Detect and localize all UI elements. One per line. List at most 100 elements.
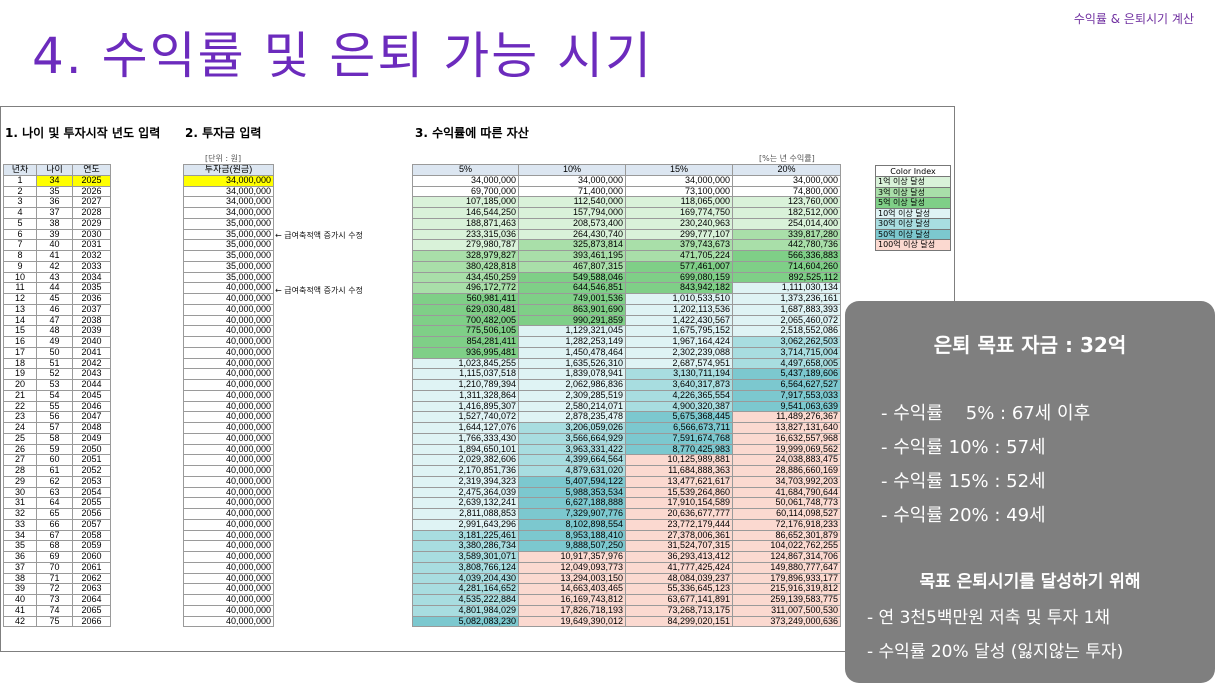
cell-asset-rate-20: 4,497,658,005 xyxy=(732,357,841,370)
cell-year: 2065 xyxy=(72,604,111,617)
header-rate-5: 5% xyxy=(412,164,519,176)
cell-year-no: 10 xyxy=(3,271,37,284)
table-row: 13 46 2037 xyxy=(3,303,111,316)
cell-asset-rate-20: 1,687,883,393 xyxy=(732,303,841,316)
cell-asset-rate-20: 182,512,000 xyxy=(732,207,841,219)
table-row: 15 48 2039 xyxy=(3,325,111,337)
table-row: 20 53 2044 xyxy=(3,379,111,391)
cell-asset-rate-15: 699,080,159 xyxy=(625,271,733,284)
cell-year: 2041 xyxy=(72,346,111,359)
invest-table: 투자금(원금) 34,000,000 34,000,000 34,000,000 34… xyxy=(183,164,274,628)
table-row: 34,000,000 xyxy=(183,174,274,187)
cell-age: 42 xyxy=(36,260,73,273)
table-row: 40,000,000 xyxy=(183,540,274,552)
cell-asset-rate-15: 843,942,182 xyxy=(625,282,733,294)
cell-age: 62 xyxy=(36,475,73,488)
cell-asset-rate-10: 34,000,000 xyxy=(518,174,626,187)
cell-year-no: 33 xyxy=(3,518,37,531)
table-row: 40,000,000 xyxy=(183,422,274,434)
cell-invest: 40,000,000 xyxy=(183,465,274,477)
cell-asset-rate-10: 4,399,664,564 xyxy=(518,454,626,466)
table-row: 40,000,000 xyxy=(183,529,274,542)
cell-asset-rate-5: 188,871,463 xyxy=(412,217,519,230)
cell-asset-rate-15: 1,010,533,510 xyxy=(625,293,733,305)
cell-asset-rate-20: 3,062,262,503 xyxy=(732,336,841,348)
panel-bullet: - 연 3천5백만원 저축 및 투자 1채 xyxy=(867,608,1111,628)
cell-asset-rate-15: 1,422,430,567 xyxy=(625,314,733,327)
cell-asset-rate-10: 1,839,078,941 xyxy=(518,368,626,380)
table-row: 40,000,000 xyxy=(183,572,274,585)
cell-invest: 35,000,000 xyxy=(183,250,274,262)
cell-asset-rate-5: 854,281,411 xyxy=(412,336,519,348)
table-row: 34,000,000 xyxy=(183,196,274,208)
cell-year: 2033 xyxy=(72,260,111,273)
cell-age: 65 xyxy=(36,508,73,520)
header-invest: 투자금(원금) xyxy=(183,164,274,176)
cell-year: 2066 xyxy=(72,615,111,628)
color-index-legend: Color Index 1억 이상 달성 3억 이상 달성 5억 이상 달성 10억 … xyxy=(875,165,951,251)
cell-asset-rate-20: 13,827,131,640 xyxy=(732,422,841,434)
cell-asset-rate-5: 2,811,088,853 xyxy=(412,508,519,520)
section1-title: 1. 나이 및 투자시작 년도 입력 xyxy=(5,126,161,140)
table-row: 107,185,000 112,540,000 118,065,000 123,760… xyxy=(412,196,841,208)
cell-year-no: 34 xyxy=(3,529,37,542)
cell-year: 2046 xyxy=(72,400,111,413)
cell-age: 44 xyxy=(36,282,73,294)
cell-asset-rate-10: 749,001,536 xyxy=(518,293,626,305)
cell-asset-rate-5: 560,981,411 xyxy=(412,293,519,305)
table-row: 34,000,000 xyxy=(183,185,274,198)
cell-age: 53 xyxy=(36,379,73,391)
cell-year: 2049 xyxy=(72,432,111,445)
cell-asset-rate-15: 1,675,795,152 xyxy=(625,325,733,337)
cell-year-no: 24 xyxy=(3,422,37,434)
cell-asset-rate-15: 1,202,113,536 xyxy=(625,303,733,316)
cell-asset-rate-20: 50,061,748,773 xyxy=(732,497,841,509)
table-row: 2,811,088,853 7,329,907,776 20,636,677,777… xyxy=(412,508,841,520)
table-row: 40,000,000 xyxy=(183,293,274,305)
table-row: 17 50 2041 xyxy=(3,346,111,359)
cell-asset-rate-15: 4,900,320,387 xyxy=(625,400,733,413)
cell-year: 2053 xyxy=(72,475,111,488)
cell-asset-rate-10: 2,062,986,836 xyxy=(518,379,626,391)
cell-age: 55 xyxy=(36,400,73,413)
table-row: 40,000,000 xyxy=(183,594,274,606)
cell-asset-rate-15: 11,684,888,363 xyxy=(625,465,733,477)
table-row: 936,995,481 1,450,478,464 2,302,239,088 3,7… xyxy=(412,346,841,359)
cell-year: 2043 xyxy=(72,368,111,380)
table-row: 434,450,259 549,588,046 699,080,159 892,525… xyxy=(412,271,841,284)
header-rate-20: 20% xyxy=(732,164,841,176)
table-row: 35,000,000 xyxy=(183,217,274,230)
table-row: 40,000,000 xyxy=(183,583,274,595)
cell-asset-rate-5: 496,172,772 xyxy=(412,282,519,294)
cell-asset-rate-20: 215,916,319,812 xyxy=(732,583,841,595)
table-row: 1,766,333,430 3,566,664,929 7,591,674,768 1… xyxy=(412,432,841,445)
cell-asset-rate-5: 2,170,851,736 xyxy=(412,465,519,477)
table-row: 40,000,000 xyxy=(183,336,274,348)
cell-asset-rate-20: 86,652,301,879 xyxy=(732,529,841,542)
cell-asset-rate-5: 3,181,225,461 xyxy=(412,529,519,542)
cell-asset-rate-15: 20,636,677,777 xyxy=(625,508,733,520)
cell-asset-rate-15: 169,774,750 xyxy=(625,207,733,219)
table-row: 40,000,000 xyxy=(183,303,274,316)
cell-year: 2030 xyxy=(72,228,111,241)
cell-asset-rate-10: 8,953,188,410 xyxy=(518,529,626,542)
cell-asset-rate-10: 1,450,478,464 xyxy=(518,346,626,359)
table-row: 30 63 2054 xyxy=(3,486,111,499)
table-row: 27 60 2051 xyxy=(3,454,111,466)
cell-asset-rate-15: 379,743,673 xyxy=(625,239,733,251)
cell-age: 51 xyxy=(36,357,73,370)
cell-asset-rate-20: 339,817,280 xyxy=(732,228,841,241)
page-title: 4. 수익률 및 은퇴 가능 시기 xyxy=(32,27,654,85)
legend-row: 1억 이상 달성 xyxy=(875,176,951,188)
cell-asset-rate-10: 19,649,390,012 xyxy=(518,615,626,628)
cell-year-no: 26 xyxy=(3,443,37,456)
cell-asset-rate-10: 7,329,907,776 xyxy=(518,508,626,520)
cell-year-no: 1 xyxy=(3,174,37,187)
table-row: 40,000,000 xyxy=(183,400,274,413)
cell-year-no: 21 xyxy=(3,389,37,402)
legend-row: 50억 이상 달성 xyxy=(875,228,951,240)
cell-asset-rate-5: 1,644,127,076 xyxy=(412,422,519,434)
cell-asset-rate-20: 179,896,933,177 xyxy=(732,572,841,585)
cell-asset-rate-5: 4,039,204,430 xyxy=(412,572,519,585)
cell-asset-rate-10: 8,102,898,554 xyxy=(518,518,626,531)
